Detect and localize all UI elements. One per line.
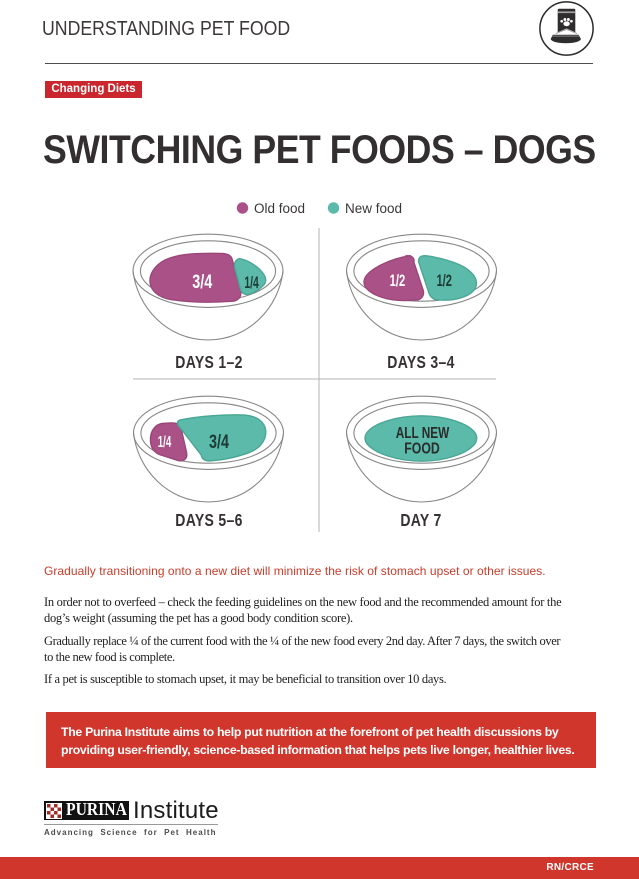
svg-text:1/4: 1/4	[158, 434, 172, 451]
svg-text:1/4: 1/4	[244, 273, 259, 292]
svg-text:FOOD: FOOD	[404, 440, 440, 457]
svg-text:1/2: 1/2	[390, 271, 406, 290]
svg-text:3/4: 3/4	[209, 432, 229, 453]
svg-text:3/4: 3/4	[192, 272, 212, 293]
svg-text:ALL NEW: ALL NEW	[396, 425, 450, 442]
svg-text:1/2: 1/2	[436, 271, 452, 290]
